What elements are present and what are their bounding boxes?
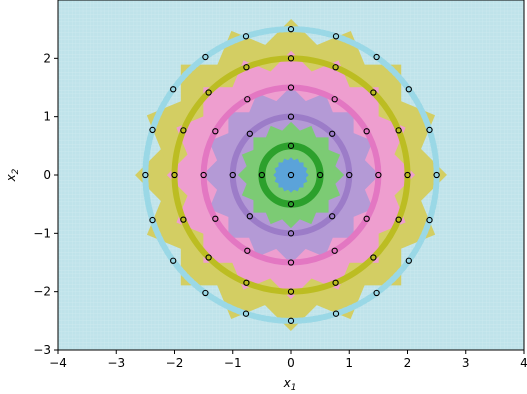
data-point bbox=[332, 33, 340, 40]
data-point bbox=[329, 130, 336, 137]
data-point bbox=[180, 216, 187, 223]
data-point bbox=[287, 317, 295, 324]
data-point bbox=[242, 33, 250, 40]
data-point bbox=[243, 279, 250, 286]
data-point bbox=[287, 288, 295, 295]
data-point bbox=[170, 86, 177, 93]
data-point bbox=[370, 89, 377, 96]
data-point bbox=[212, 128, 219, 135]
region-patch bbox=[274, 158, 308, 192]
y-axis-label-subscript: 2 bbox=[11, 168, 21, 174]
data-point bbox=[287, 259, 295, 266]
data-point bbox=[331, 96, 338, 103]
y-tick-label: −3 bbox=[33, 343, 51, 357]
x-tick-label: 0 bbox=[287, 356, 295, 370]
data-point bbox=[244, 247, 251, 254]
y-axis-label: x2 bbox=[4, 168, 21, 182]
x-tick-label: 1 bbox=[345, 356, 353, 370]
class-circle bbox=[171, 55, 411, 295]
data-point bbox=[426, 216, 433, 224]
data-point bbox=[287, 142, 295, 149]
class-circles bbox=[142, 26, 440, 324]
class-circle bbox=[142, 26, 440, 324]
data-point bbox=[180, 127, 187, 134]
data-point bbox=[404, 171, 411, 179]
y-axis-label-main: x bbox=[4, 173, 18, 182]
data-point bbox=[329, 213, 336, 220]
data-point bbox=[405, 86, 412, 93]
x-axis-label-subscript: 1 bbox=[291, 383, 297, 393]
data-point bbox=[287, 84, 295, 91]
class-circle bbox=[258, 142, 324, 208]
x-tick-label: 2 bbox=[404, 356, 412, 370]
data-point bbox=[202, 289, 209, 297]
data-point bbox=[258, 171, 266, 179]
data-point bbox=[287, 26, 295, 33]
data-point bbox=[202, 53, 209, 61]
data-point bbox=[373, 53, 380, 61]
data-point bbox=[373, 289, 380, 297]
data-points bbox=[142, 26, 440, 324]
data-point bbox=[332, 310, 340, 317]
data-point bbox=[287, 230, 295, 237]
x-tick-label: 3 bbox=[462, 356, 470, 370]
data-point bbox=[171, 171, 178, 179]
data-point bbox=[426, 126, 433, 134]
y-tick-label: 1 bbox=[43, 110, 51, 124]
data-point bbox=[363, 128, 370, 135]
data-point bbox=[370, 254, 377, 261]
data-point bbox=[405, 257, 412, 264]
x-tick-label: −4 bbox=[49, 356, 67, 370]
class-circle bbox=[200, 84, 382, 266]
data-point bbox=[229, 171, 236, 179]
x-axis-label: x1 bbox=[283, 376, 297, 393]
data-point bbox=[149, 216, 156, 224]
data-point bbox=[200, 171, 207, 179]
y-axis: −3 −2 −1 0 1 2 bbox=[33, 51, 58, 357]
data-point bbox=[149, 126, 156, 134]
data-point bbox=[331, 247, 338, 254]
data-point bbox=[244, 96, 251, 103]
data-point bbox=[287, 201, 295, 208]
x-axis: −4 −3 −2 −1 0 1 2 3 4 bbox=[49, 350, 527, 370]
y-tick-label: 2 bbox=[43, 51, 51, 65]
x-tick-label: −2 bbox=[166, 356, 184, 370]
data-point bbox=[205, 254, 212, 261]
data-point bbox=[243, 64, 250, 71]
x-tick-label: −3 bbox=[107, 356, 125, 370]
class-circle bbox=[229, 113, 353, 237]
data-point bbox=[205, 89, 212, 96]
data-point bbox=[433, 171, 440, 179]
data-point bbox=[287, 113, 295, 120]
x-tick-label: −1 bbox=[224, 356, 242, 370]
data-point bbox=[242, 310, 250, 317]
data-point bbox=[142, 171, 149, 179]
data-point bbox=[246, 213, 253, 220]
data-point bbox=[332, 64, 339, 71]
data-point bbox=[375, 171, 382, 179]
data-point bbox=[332, 279, 339, 286]
region-r0 bbox=[273, 157, 309, 193]
y-tick-label: 0 bbox=[43, 168, 51, 182]
x-tick-label: 4 bbox=[520, 356, 527, 370]
data-point bbox=[395, 216, 402, 223]
y-tick-label: −1 bbox=[33, 226, 51, 240]
data-point bbox=[395, 127, 402, 134]
data-point bbox=[316, 171, 324, 179]
data-point bbox=[287, 55, 295, 62]
x-axis-label-main: x bbox=[283, 376, 292, 390]
data-point bbox=[246, 130, 253, 137]
class-regions bbox=[135, 19, 447, 331]
data-point bbox=[363, 215, 370, 222]
data-point bbox=[346, 171, 353, 179]
data-point bbox=[170, 257, 177, 264]
data-point bbox=[212, 215, 219, 222]
plot-area bbox=[58, 0, 524, 350]
data-point bbox=[287, 171, 295, 179]
y-tick-label: −2 bbox=[33, 285, 51, 299]
